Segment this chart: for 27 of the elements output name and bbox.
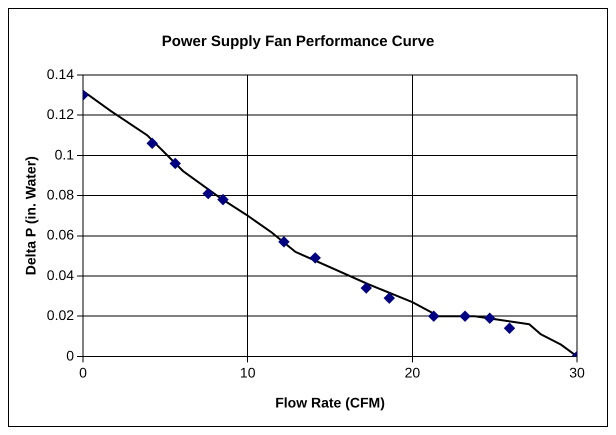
y-axis-title: Delta P (in. Water) [22, 156, 38, 276]
point [170, 158, 181, 169]
point [278, 236, 290, 248]
point [202, 188, 214, 200]
point [146, 138, 158, 149]
x-tick-label: 10 [240, 364, 256, 381]
y-tick-label: 0.12 [46, 106, 74, 122]
y-tick-label: 0 [66, 347, 74, 364]
y-tick-label: 0.08 [46, 186, 74, 202]
point [460, 310, 471, 322]
y-tick-label: 0.02 [46, 307, 74, 324]
x-tick-label: 20 [404, 364, 420, 381]
y-tick-label: 0.14 [46, 66, 74, 82]
point [484, 312, 496, 324]
point [428, 310, 440, 322]
point [310, 252, 321, 264]
point [360, 282, 372, 294]
x-tick-label: 30 [569, 364, 585, 381]
point [384, 292, 395, 304]
x-axis-title: Flow Rate (CFM) [275, 394, 385, 410]
point [218, 194, 228, 206]
y-tick-label: 0.1 [54, 146, 74, 162]
y-tick-label: 0.04 [46, 266, 74, 283]
chart-title: Power Supply Fan Performance Curve [162, 33, 434, 50]
x-tick-label: 0 [79, 364, 88, 381]
point [504, 322, 515, 334]
y-tick-label: 0.06 [46, 226, 74, 243]
